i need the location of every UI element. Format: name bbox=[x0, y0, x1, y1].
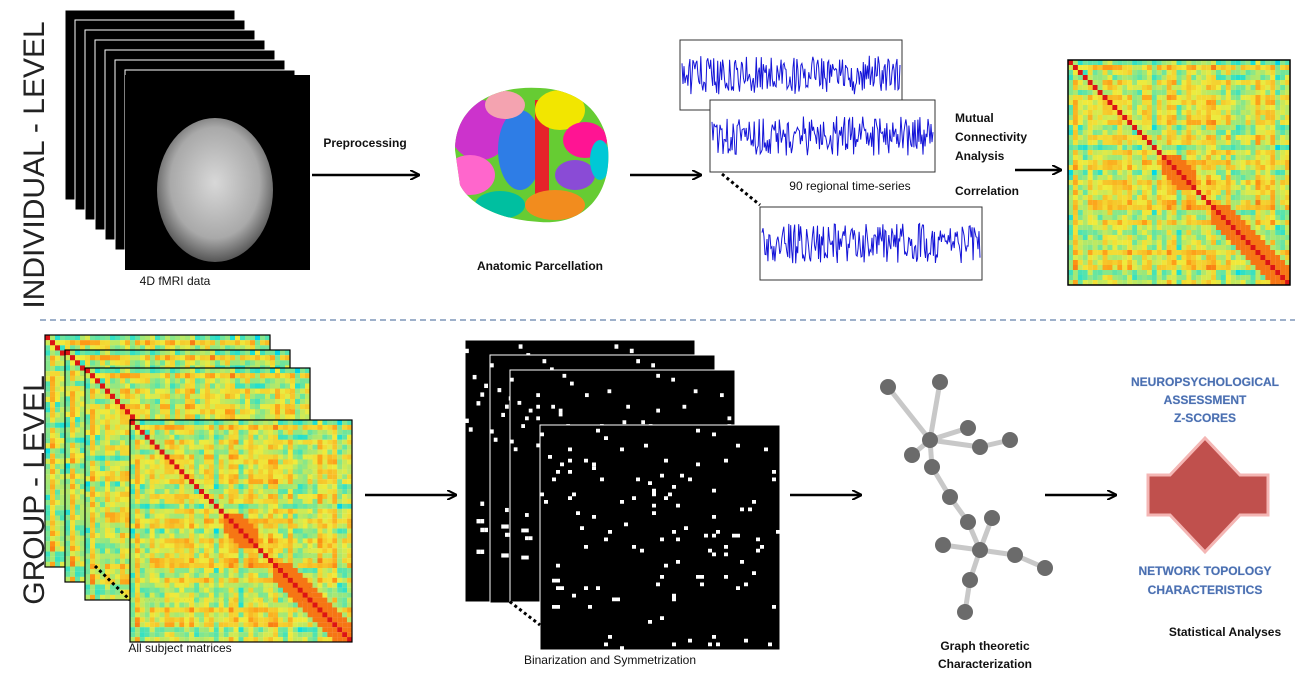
step-label: Graph theoretic bbox=[940, 639, 1030, 653]
connectivity-matrix bbox=[1068, 60, 1290, 285]
subject-matrix bbox=[130, 420, 352, 642]
step-label: Connectivity bbox=[955, 130, 1027, 144]
outcome-label: NEUROPSYCHOLOGICAL bbox=[1131, 375, 1279, 389]
step-label: Analysis bbox=[955, 149, 1005, 163]
step-label: Anatomic Parcellation bbox=[477, 259, 603, 273]
caption: Binarization and Symmetrization bbox=[524, 653, 696, 667]
time-series bbox=[680, 40, 982, 280]
caption: 4D fMRI data bbox=[140, 274, 211, 288]
double-arrow bbox=[1148, 438, 1268, 552]
graph bbox=[880, 374, 1053, 620]
outcome-label: NETWORK TOPOLOGY bbox=[1138, 564, 1271, 578]
pipeline-diagram: INDIVIDUAL - LEVEL GROUP - LEVEL 4D fMRI… bbox=[0, 0, 1301, 676]
step-label: Statistical Analyses bbox=[1169, 625, 1282, 639]
matrix-stack bbox=[45, 335, 352, 642]
caption: All subject matrices bbox=[128, 641, 231, 655]
outcome-label: ASSESSMENT bbox=[1164, 393, 1247, 407]
binary-matrix bbox=[540, 425, 780, 650]
binary-stack bbox=[465, 340, 780, 650]
step-label: Mutual bbox=[955, 111, 994, 125]
outcome-label: Z-SCORES bbox=[1174, 411, 1236, 425]
row-label: INDIVIDUAL - LEVEL bbox=[18, 21, 51, 308]
parcellated-brain bbox=[445, 80, 615, 230]
caption: 90 regional time-series bbox=[789, 179, 910, 193]
brain-slice bbox=[157, 118, 273, 262]
step-label: Characterization bbox=[938, 657, 1032, 671]
step-label: Correlation bbox=[955, 184, 1019, 198]
outcome-label: CHARACTERISTICS bbox=[1148, 583, 1263, 597]
step-label: Preprocessing bbox=[323, 136, 406, 150]
ellipsis bbox=[722, 174, 760, 205]
